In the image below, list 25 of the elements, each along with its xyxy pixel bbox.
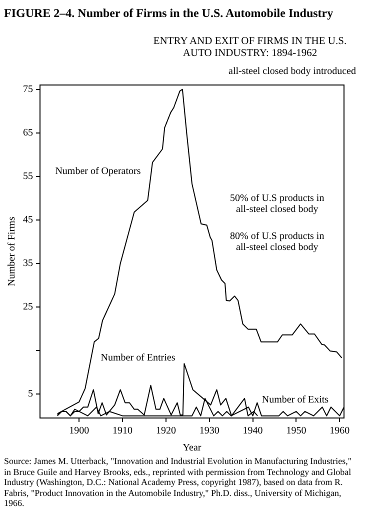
x-tick-label: 1910 [112, 426, 133, 437]
series-label: Number of Operators [55, 166, 141, 178]
annotation: 80% of U.S products in all-steel closed body [230, 231, 324, 254]
x-axis-title: Year [182, 442, 202, 454]
y-tick-label: 55 [23, 171, 33, 182]
y-tick-label: 5 [28, 388, 33, 400]
series-label: Number of Exits [262, 394, 329, 406]
annotation: 50% of U.S products in all-steel closed body [230, 192, 324, 215]
x-tick-label: 1960 [330, 426, 350, 437]
chart-title: FIGURE 2–4. Number of Firms in the U.S. Automobile Industry [4, 6, 334, 21]
x-tick-label: 1920 [156, 426, 176, 437]
y-tick-label: 35 [23, 258, 33, 270]
x-tick-label: 1950 [286, 426, 306, 437]
x-tick-label: 1900 [69, 426, 90, 437]
y-tick-label: 45 [23, 214, 33, 226]
chart-subtitle: ENTRY AND EXIT OF FIRMS IN THE U.S. AUTO INDUSTRY: 1894-1962 [152, 36, 348, 60]
y-tick-label: 65 [23, 128, 33, 139]
x-tick-label: 1930 [199, 426, 220, 437]
series-label: Number of Entries [100, 352, 176, 364]
source-note: Source: James M. Utterback, "Innovation and Industrial Evolution in Manufacturing Industries," in Bruce Guile and Harvey Brooks, eds., reprinted with permission from Technology and Global Industry (Washington, D.C.: National Academy Press, copyright 1987), based on data from R. Fabris, "Product Innovation in the Automobile Industry," Ph.D. diss., University of Michigan, 1966. [4, 456, 353, 509]
y-axis-title: Number of Firms [6, 216, 18, 286]
x-tick-label: 1940 [242, 426, 263, 437]
text: all-steel closed body introduced [228, 66, 356, 77]
y-tick-label: 75 [23, 84, 33, 95]
y-tick-label: 25 [23, 302, 33, 313]
